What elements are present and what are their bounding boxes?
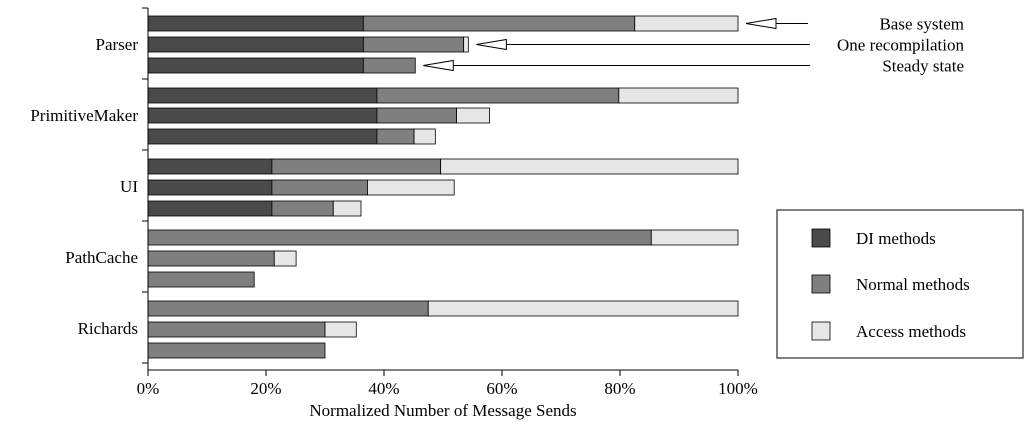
x-tick-label: 100% — [718, 379, 758, 398]
legend: DI methods Normal methods Access methods — [776, 209, 1024, 359]
legend-label: Access methods — [856, 322, 966, 341]
bar-segment-di-methods — [147, 158, 273, 175]
bar-segment-normal-methods — [147, 271, 255, 288]
y-category-label: Parser — [96, 35, 139, 54]
bar-segment-di-methods — [147, 200, 273, 217]
bar-segment-access-methods — [456, 107, 491, 124]
legend-swatch — [811, 274, 831, 294]
bar-segment-access-methods — [650, 229, 739, 246]
annotation-arrowhead — [745, 17, 777, 30]
bar-segment-normal-methods — [362, 15, 636, 32]
annotations-layer: Base system One recompilation Steady state — [423, 15, 964, 76]
legend-label: Normal methods — [856, 275, 970, 294]
y-category-label: UI — [120, 177, 138, 196]
bar-segment-normal-methods — [147, 342, 326, 359]
bar-segment-access-methods — [273, 250, 297, 267]
annotation-label: Steady state — [882, 57, 964, 76]
annotation-label: One recompilation — [837, 36, 964, 55]
bar-segment-normal-methods — [376, 87, 620, 104]
bar-segment-normal-methods — [147, 250, 275, 267]
bar-segment-normal-methods — [271, 179, 368, 196]
bar-segment-normal-methods — [271, 158, 442, 175]
y-category-label: PrimitiveMaker — [30, 106, 138, 125]
bar-segment-di-methods — [147, 179, 273, 196]
bar-segment-di-methods — [147, 87, 378, 104]
bar-segment-access-methods — [463, 36, 469, 53]
legend-swatch — [811, 228, 831, 248]
x-tick-label: 20% — [250, 379, 281, 398]
bar-segment-access-methods — [324, 321, 357, 338]
annotation-arrowhead — [476, 38, 507, 51]
bar-segment-access-methods — [618, 87, 739, 104]
bar-segment-normal-methods — [362, 36, 465, 53]
bars-layer — [147, 15, 739, 359]
bar-segment-normal-methods — [271, 200, 334, 217]
bar-segment-normal-methods — [147, 300, 429, 317]
bar-segment-di-methods — [147, 15, 364, 32]
y-ticks-layer: Parser PrimitiveMaker UI PathCache Richards — [30, 7, 148, 364]
legend-swatch — [811, 321, 831, 341]
bar-segment-access-methods — [427, 300, 739, 317]
bar-segment-normal-methods — [376, 107, 457, 124]
bar-segment-access-methods — [332, 200, 362, 217]
legend-items: DI methods Normal methods Access methods — [811, 228, 970, 341]
annotation-label: Base system — [879, 15, 964, 34]
x-tick-label: 0% — [137, 379, 160, 398]
x-ticks-layer: 0% 20% 40% 60% 80% 100% — [137, 370, 758, 398]
bar-segment-access-methods — [440, 158, 739, 175]
bar-segment-normal-methods — [147, 229, 652, 246]
axes-layer — [147, 8, 738, 371]
annotation-arrowhead — [423, 59, 454, 72]
bar-segment-access-methods — [413, 128, 436, 145]
bar-segment-access-methods — [634, 15, 739, 32]
x-axis-title: Normalized Number of Message Sends — [309, 401, 576, 420]
bar-segment-di-methods — [147, 107, 378, 124]
x-tick-label: 40% — [368, 379, 399, 398]
bar-segment-normal-methods — [147, 321, 326, 338]
y-category-label: Richards — [78, 319, 138, 338]
y-category-label: PathCache — [65, 248, 138, 267]
bar-segment-access-methods — [367, 179, 455, 196]
bar-segment-di-methods — [147, 36, 364, 53]
x-tick-label: 80% — [604, 379, 635, 398]
x-tick-label: 60% — [486, 379, 517, 398]
bar-segment-normal-methods — [362, 57, 416, 74]
bar-segment-di-methods — [147, 128, 378, 145]
bar-segment-normal-methods — [376, 128, 415, 145]
bar-segment-di-methods — [147, 57, 364, 74]
legend-label: DI methods — [856, 229, 936, 248]
